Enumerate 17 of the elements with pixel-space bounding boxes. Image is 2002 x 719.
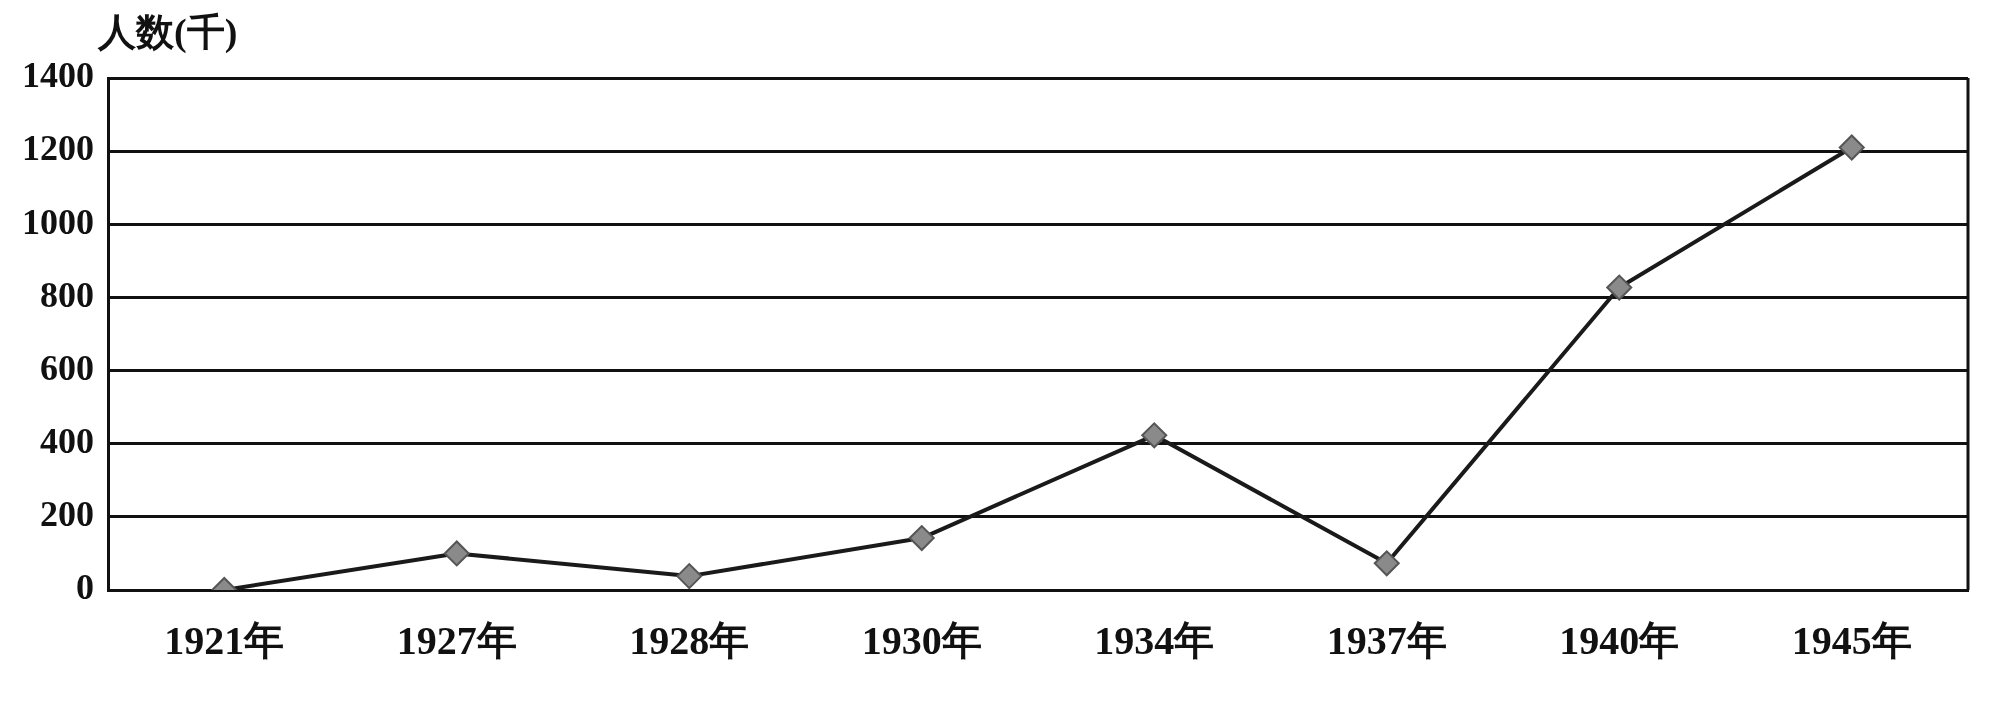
y-tick-label: 1000 (22, 201, 94, 242)
y-tick-label: 800 (40, 274, 94, 315)
x-tick-label: 1927年 (396, 618, 517, 664)
x-tick-label: 1945年 (1791, 618, 1912, 664)
y-tick-label: 0 (76, 567, 94, 608)
y-tick-label: 600 (40, 347, 94, 388)
x-tick-label: 1940年 (1559, 618, 1680, 664)
y-tick-label: 1400 (22, 55, 94, 96)
x-tick-label: 1937年 (1326, 618, 1447, 664)
x-tick-label: 1928年 (629, 618, 750, 664)
y-tick-label: 200 (40, 494, 94, 535)
y-axis-title: 人数(千) (97, 10, 238, 54)
y-tick-label: 1200 (22, 128, 94, 169)
y-tick-label: 400 (40, 421, 94, 462)
x-tick-label: 1921年 (164, 618, 285, 664)
x-tick-label: 1934年 (1094, 618, 1215, 664)
x-tick-label: 1930年 (861, 618, 982, 664)
